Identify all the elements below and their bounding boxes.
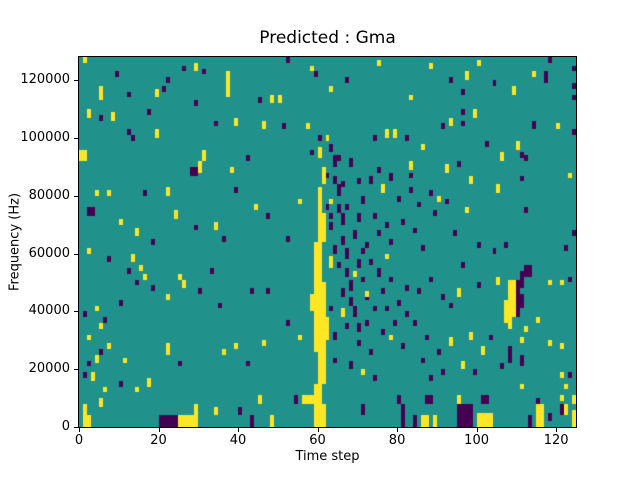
y-tick-label: 40000	[28, 303, 70, 319]
x-tick-label: 40	[229, 433, 247, 448]
y-tick-mark	[74, 253, 78, 255]
x-tick-label: 20	[150, 433, 167, 448]
y-axis-label: Frequency (Hz)	[7, 192, 23, 292]
y-tick-mark	[74, 369, 78, 371]
chart-title: Predicted : Gma	[259, 28, 396, 48]
x-tick-mark	[317, 428, 319, 432]
heatmap-canvas	[79, 57, 576, 427]
x-tick-mark	[556, 428, 558, 432]
x-tick-mark	[397, 428, 399, 432]
y-tick-label: 100000	[20, 129, 70, 145]
y-tick-mark	[74, 137, 78, 139]
y-tick-mark	[74, 195, 78, 197]
y-tick-label: 60000	[28, 245, 70, 261]
y-tick-label: 80000	[28, 187, 70, 203]
y-tick-mark	[74, 427, 78, 428]
x-tick-label: 60	[309, 433, 326, 448]
x-tick-mark	[238, 428, 240, 432]
y-tick-label: 120000	[20, 72, 70, 88]
y-tick-label: 20000	[28, 361, 70, 377]
x-tick-mark	[79, 428, 80, 432]
plot-area	[78, 56, 577, 428]
y-tick-label: 0	[61, 419, 70, 434]
y-tick-mark	[74, 80, 78, 82]
y-tick-mark	[74, 311, 78, 313]
x-tick-label: 120	[543, 433, 569, 448]
x-tick-label: 100	[464, 433, 489, 448]
x-axis-label: Time step	[295, 449, 360, 464]
x-tick-mark	[476, 428, 478, 432]
x-tick-label: 0	[74, 433, 84, 448]
x-tick-mark	[158, 428, 160, 432]
x-tick-label: 80	[388, 433, 406, 448]
